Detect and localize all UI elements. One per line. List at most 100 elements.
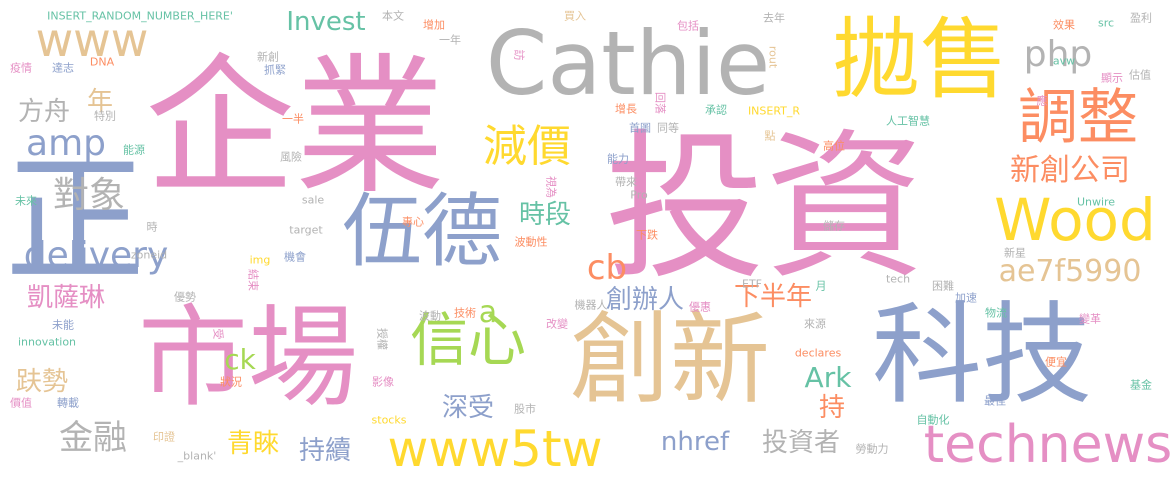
word: 困難 — [932, 279, 954, 293]
word: 改變 — [546, 317, 568, 331]
word: 加速 — [955, 291, 977, 305]
word: 同等 — [657, 121, 679, 135]
word: 調整 — [1018, 83, 1138, 153]
word: INSERT_R — [747, 104, 801, 118]
word: 視為 — [544, 176, 558, 198]
word: 點 — [764, 129, 776, 143]
word: 應 — [1036, 94, 1048, 108]
word: 對象 — [52, 175, 126, 216]
word: 方舟 — [17, 97, 71, 127]
word: 狀況 — [220, 375, 242, 389]
word: 回落 — [653, 92, 667, 114]
word: 能源 — [123, 143, 145, 157]
word: img — [249, 253, 271, 267]
word: 盈利 — [1130, 11, 1152, 25]
word: 效果 — [1053, 18, 1075, 32]
word: 減價 — [483, 121, 571, 172]
word: DNA — [89, 55, 115, 69]
word: tech — [885, 272, 911, 286]
word: cb — [586, 248, 628, 288]
word: 市場 — [138, 294, 358, 422]
word: 轉載 — [57, 396, 79, 410]
word: technews — [923, 415, 1173, 475]
word: 科技 — [872, 291, 1092, 419]
word: ETF — [742, 277, 762, 291]
word: 估值 — [1129, 68, 1151, 82]
word: 最佳 — [984, 394, 1006, 408]
word: 波動 — [419, 309, 441, 323]
word: 基金 — [1130, 378, 1152, 392]
word: 增長 — [615, 102, 637, 116]
word: 信心 — [409, 306, 527, 374]
word: 來源 — [804, 317, 826, 331]
word: 一年 — [439, 33, 461, 47]
word: a — [478, 295, 498, 330]
word: 企業 — [144, 41, 446, 215]
word: Wood — [994, 186, 1156, 254]
word: 新創公司 — [1010, 153, 1130, 188]
word: 下跌 — [636, 228, 658, 242]
word: 波動性 — [514, 235, 548, 249]
word: www — [35, 13, 149, 67]
word: 去年 — [763, 11, 785, 25]
word: 能力 — [607, 152, 629, 166]
word: ae7f5990 — [998, 254, 1142, 289]
word: 拋售 — [831, 8, 1009, 111]
word: 投資者 — [761, 428, 841, 458]
word: 首圖 — [629, 121, 651, 135]
word: 專心 — [402, 215, 424, 229]
word: 新星 — [1004, 246, 1026, 260]
word: 持續 — [298, 436, 352, 466]
word: 自動化 — [916, 413, 950, 427]
word: 疫情 — [10, 61, 32, 75]
word: rout — [766, 45, 780, 69]
word: 創新 — [570, 301, 770, 418]
word: Unwire — [1076, 195, 1116, 209]
word: ck — [224, 343, 256, 376]
word: amp — [26, 123, 106, 164]
word: avw — [1052, 54, 1076, 68]
word: 創辦人 — [605, 285, 685, 315]
word: 下半年 — [733, 282, 813, 312]
word: 趺勢 — [15, 367, 69, 397]
word: 時段 — [518, 200, 572, 230]
word: 結束 — [246, 269, 260, 291]
word: 抓緊 — [264, 63, 286, 77]
word: 便宜 — [1045, 355, 1067, 369]
word: 新創 — [257, 50, 279, 64]
word: 達志 — [52, 61, 74, 75]
word: 月 — [815, 279, 827, 293]
word: 承認 — [705, 103, 727, 117]
word: 包括 — [677, 19, 699, 33]
word: 技術 — [454, 306, 476, 320]
word: 未來 — [15, 194, 37, 208]
word: 變革 — [1079, 312, 1101, 326]
word: 優惠 — [689, 300, 711, 314]
word: 價值 — [10, 396, 32, 410]
word: 機器人 — [574, 298, 608, 312]
word: 風險 — [280, 150, 302, 164]
word: 持 — [818, 393, 846, 423]
word: 未能 — [52, 318, 74, 332]
word: 一半 — [282, 112, 304, 126]
word: sale — [301, 193, 325, 207]
word: delivery — [23, 235, 169, 276]
word: 影像 — [372, 375, 394, 389]
word: 顯示 — [1101, 71, 1123, 85]
word: INSERT_RANDOM_NUMBER_HERE' — [47, 9, 233, 23]
word: 年 — [86, 87, 114, 117]
word: innovation — [17, 335, 77, 349]
word: Ark — [804, 361, 852, 394]
word: 印證 — [153, 430, 175, 444]
word: 受 — [211, 328, 225, 340]
word: 時 — [146, 220, 158, 234]
word: 優勢 — [174, 290, 196, 304]
word: 高位 — [823, 139, 845, 153]
word: 股市 — [514, 402, 536, 416]
word: stocks — [371, 413, 407, 427]
word: 特別 — [94, 109, 116, 123]
word: nhref — [660, 427, 730, 457]
word: 儲存 — [823, 219, 845, 233]
word: 授權 — [375, 328, 389, 350]
